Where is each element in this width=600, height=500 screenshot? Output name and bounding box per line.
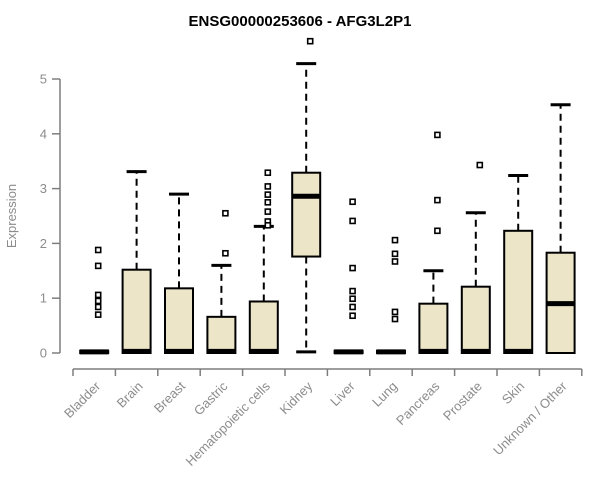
- y-tick-label: 1: [40, 291, 47, 306]
- x-category-label: Breast: [151, 378, 188, 415]
- y-tick-label: 0: [40, 346, 47, 361]
- x-category-label: Liver: [327, 378, 358, 409]
- outlier-point: [94, 303, 102, 311]
- outlier-point: [264, 222, 272, 229]
- outlier-point: [391, 236, 399, 244]
- outlier-point: [94, 291, 102, 299]
- y-tick-label: 2: [40, 236, 47, 251]
- x-category-label: Gastric: [191, 378, 231, 418]
- outlier-point: [94, 311, 102, 318]
- box-rect: [121, 268, 152, 355]
- y-tick-label: 3: [40, 181, 47, 196]
- outlier-point: [264, 183, 272, 190]
- x-category-label: Bladder: [61, 378, 104, 421]
- chart-title: ENSG00000253606 - AFG3L2P1: [189, 13, 412, 30]
- outlier-point: [434, 131, 441, 139]
- outlier-point: [391, 250, 399, 258]
- outlier-point: [391, 258, 399, 265]
- box-rect: [503, 229, 534, 355]
- outlier-point: [222, 209, 229, 217]
- outlier-point: [391, 315, 399, 323]
- x-category-label: Hematopoietic cells: [183, 378, 274, 469]
- outlier-point: [349, 198, 356, 206]
- x-category-label: Brain: [114, 379, 146, 411]
- outlier-point: [349, 264, 356, 272]
- outlier-point: [434, 227, 441, 235]
- outlier-point: [264, 191, 272, 198]
- box-rect: [291, 171, 322, 258]
- x-category-label: Lung: [369, 379, 400, 410]
- box-rect: [164, 287, 194, 354]
- outlier-point: [349, 217, 356, 225]
- outlier-point: [94, 262, 102, 270]
- box-rect: [248, 300, 279, 355]
- outlier-point: [476, 161, 484, 169]
- outlier-point: [306, 37, 314, 45]
- outlier-point: [222, 249, 229, 257]
- outlier-point: [264, 199, 272, 206]
- outlier-point: [94, 297, 102, 305]
- y-tick-label: 5: [40, 72, 47, 87]
- box-rect: [418, 302, 449, 354]
- box-rect: [206, 315, 237, 354]
- outlier-point: [434, 196, 441, 204]
- x-category-label: Pancreas: [393, 378, 443, 428]
- outlier-point: [349, 287, 356, 295]
- outlier-point: [349, 303, 356, 311]
- outlier-point: [349, 295, 356, 303]
- outlier-point: [391, 308, 399, 316]
- y-axis-label: Expression: [4, 184, 19, 248]
- outlier-point: [94, 246, 102, 254]
- x-category-label: Skin: [499, 379, 527, 407]
- y-tick-label: 4: [40, 126, 47, 141]
- outlier-point: [264, 208, 272, 215]
- plot-area: 0 1 2 3 4 5 Bladder Brain Breast GastricHematopoi…: [40, 37, 583, 469]
- x-category-label: Unknown / Other: [490, 378, 570, 458]
- box-rect: [460, 285, 491, 354]
- x-category-label: Kidney: [277, 378, 316, 417]
- outlier-point: [264, 169, 272, 177]
- outlier-point: [349, 312, 356, 320]
- x-category-label: Prostate: [440, 379, 485, 424]
